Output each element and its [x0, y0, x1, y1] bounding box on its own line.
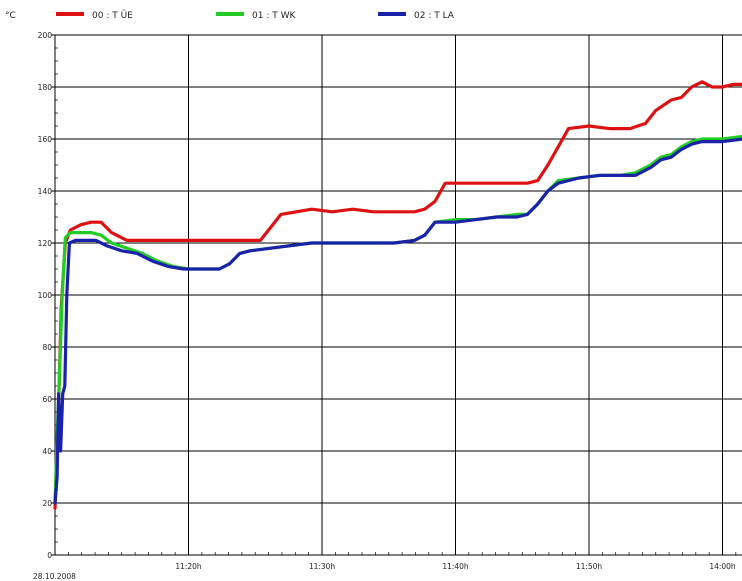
y-tick-label: 160: [38, 135, 53, 144]
x-tick-label: 14:00h: [709, 562, 736, 571]
y-tick-label: 100: [38, 291, 53, 300]
legend-label-1: 01 : T WK: [252, 11, 296, 21]
legend-label-2: 02 : T LA: [414, 11, 455, 21]
x-tick-label: 11:30h: [309, 562, 336, 571]
legend-item-0: 00 : T ÜE: [56, 10, 133, 21]
legend-item-2: 02 : T LA: [378, 11, 455, 21]
y-tick-label: 80: [42, 343, 52, 352]
series-line-0: [53, 80, 742, 510]
legend: °C 00 : T ÜE 01 : T WK 02 : T LA: [5, 10, 455, 21]
y-tick-label: 120: [38, 239, 53, 248]
y-tick-label: 0: [47, 551, 52, 560]
y-unit-label: °C: [5, 11, 16, 21]
x-tick-label: 11:40h: [442, 562, 469, 571]
legend-item-1: 01 : T WK: [216, 11, 296, 21]
y-tick-label: 20: [42, 499, 52, 508]
y-tick-label: 180: [38, 83, 53, 92]
y-axis: 0 20 40 60 80 100 120 140 160 180 200: [38, 31, 55, 560]
x-tick-label: 11:20h: [175, 562, 202, 571]
x-axis-date-label: 28.10.2008: [33, 572, 76, 581]
x-axis: 11:20h 11:30h 11:40h 11:50h 14:00h: [175, 562, 736, 571]
series-lines: [53, 80, 742, 510]
y-tick-label: 60: [42, 395, 52, 404]
y-tick-label: 200: [38, 31, 53, 40]
y-tick-label: 140: [38, 187, 53, 196]
legend-label-0: 00 : T ÜE: [92, 10, 133, 21]
x-tick-label: 11:50h: [576, 562, 603, 571]
minor-ticks: [54, 47, 737, 555]
series-line-2: [53, 137, 742, 505]
y-tick-label: 40: [42, 447, 52, 456]
